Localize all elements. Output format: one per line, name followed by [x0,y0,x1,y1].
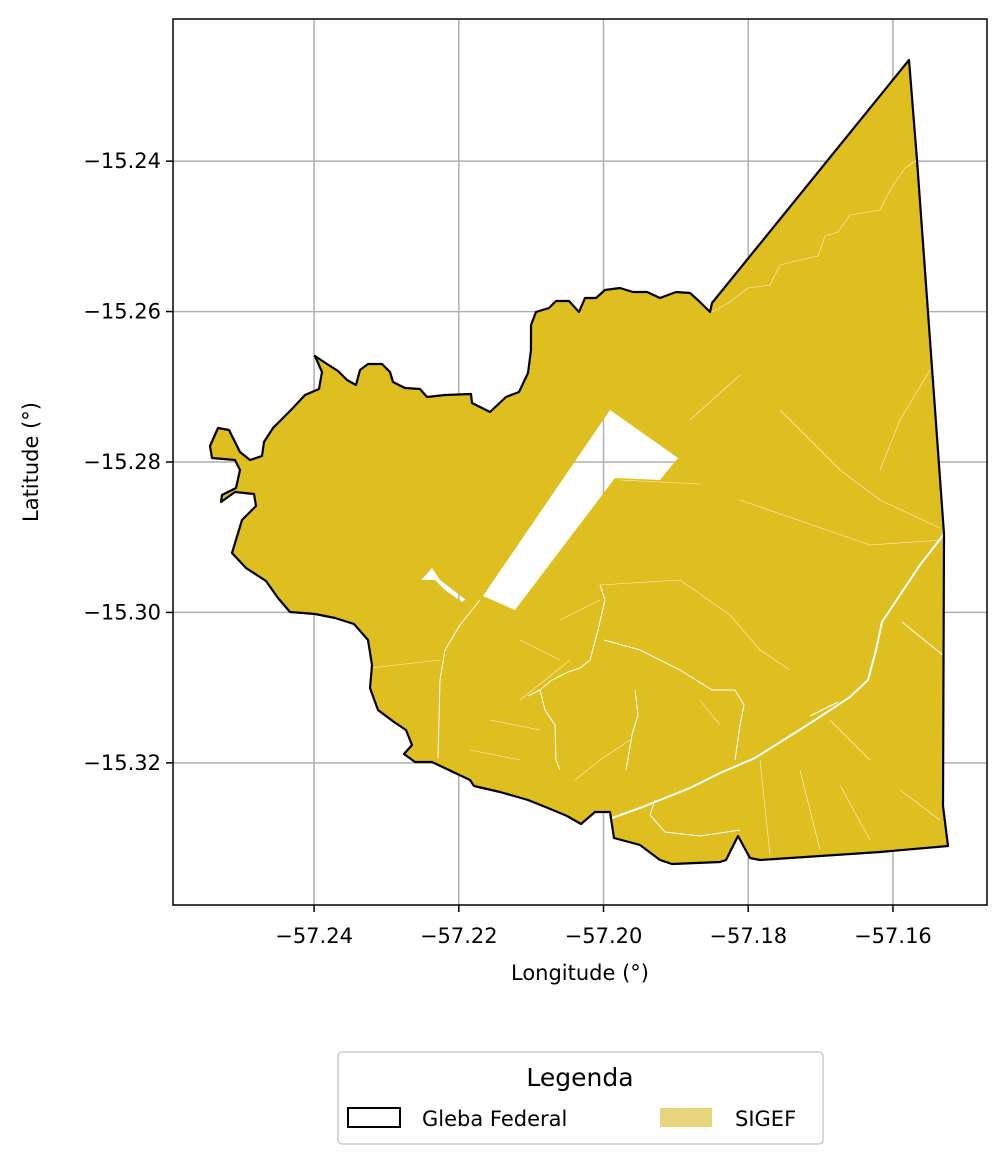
legend-item-sigef: SIGEF [735,1107,796,1131]
y-tick-label: −15.30 [83,600,161,624]
x-tick-label: −57.24 [275,924,353,948]
legend-title: Legenda [526,1063,633,1092]
x-axis-label: Longitude (°) [511,961,649,985]
y-tick-label: −15.32 [83,751,161,775]
legend-item-gleba-federal: Gleba Federal [422,1107,567,1131]
sigef-parcels [210,60,948,864]
outline-box-icon [347,1107,401,1128]
y-axis-ticks: −15.24 −15.26 −15.28 −15.30 −15.32 [83,149,173,775]
y-tick-label: −15.28 [83,450,161,474]
x-tick-label: −57.18 [709,924,787,948]
y-tick-label: −15.26 [83,300,161,324]
legend: Legenda Gleba Federal SIGEF [337,1051,824,1145]
y-tick-label: −15.24 [83,149,161,173]
x-axis-ticks: −57.24 −57.22 −57.20 −57.18 −57.16 [275,905,932,948]
x-tick-label: −57.16 [854,924,932,948]
x-tick-label: −57.22 [420,924,498,948]
y-axis-label: Latitude (°) [19,402,43,522]
parcel-boundaries [369,159,945,856]
x-tick-label: −57.20 [565,924,643,948]
filled-box-icon [660,1108,712,1127]
gleba-federal-outline [208,58,950,866]
